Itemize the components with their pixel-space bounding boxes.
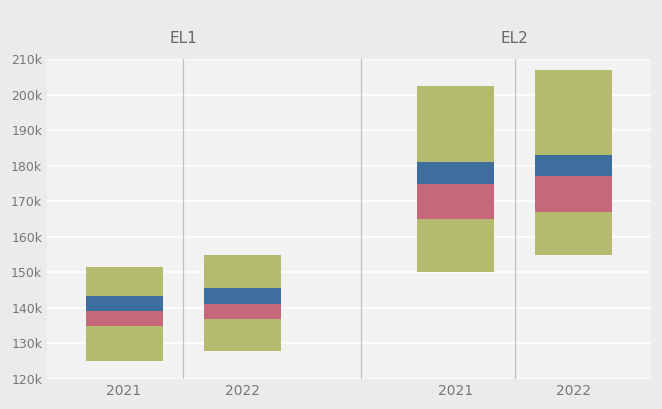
Bar — [204, 304, 281, 319]
Bar — [204, 255, 281, 288]
Bar — [85, 296, 163, 312]
Text: EL2: EL2 — [501, 31, 529, 46]
Bar — [417, 184, 494, 219]
Bar — [85, 326, 163, 361]
Bar — [417, 162, 494, 184]
Bar — [417, 219, 494, 272]
Bar — [536, 70, 612, 155]
Bar — [417, 86, 494, 162]
Bar — [204, 288, 281, 304]
Bar — [536, 212, 612, 255]
Bar — [536, 176, 612, 212]
Text: EL1: EL1 — [169, 31, 197, 46]
Bar — [536, 155, 612, 176]
Bar — [85, 267, 163, 296]
Bar — [85, 312, 163, 326]
Bar — [204, 319, 281, 351]
